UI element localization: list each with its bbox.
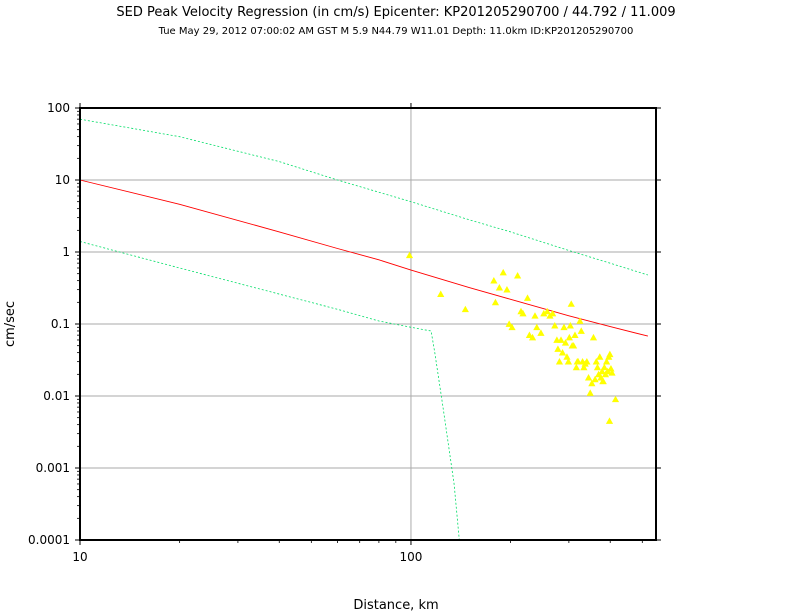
data-point: [598, 367, 606, 375]
data-point: [557, 336, 565, 343]
data-point: [607, 365, 615, 372]
bound-line: [79, 118, 649, 276]
data-point: [586, 389, 594, 396]
data-point: [405, 251, 414, 259]
x-tick-label: 10: [72, 550, 87, 564]
data-point: [577, 327, 585, 334]
x-axis-label: Distance, km: [353, 598, 439, 613]
data-point: [602, 358, 611, 365]
data-point: [531, 312, 539, 319]
data-point: [499, 268, 507, 276]
data-point: [605, 417, 614, 424]
data-point: [571, 331, 579, 339]
data-point: [599, 377, 607, 385]
bound-line: [79, 241, 460, 541]
data-point: [549, 309, 557, 317]
data-point: [514, 272, 522, 279]
data-point: [533, 323, 541, 331]
data-point: [551, 322, 559, 329]
y-tick-label: 1: [62, 245, 70, 259]
data-point: [564, 358, 572, 365]
data-point: [593, 363, 602, 371]
data-point: [600, 363, 608, 371]
data-point: [566, 322, 574, 329]
data-point: [490, 277, 498, 284]
data-point: [611, 395, 620, 403]
data-point: [508, 323, 516, 331]
y-tick-label: 0.01: [43, 389, 70, 403]
data-point: [537, 329, 545, 336]
data-point: [505, 320, 513, 327]
data-point: [554, 345, 562, 352]
x-tick-label: 100: [400, 550, 423, 564]
data-point: [540, 309, 548, 317]
y-tick-label: 0.0001: [28, 533, 70, 547]
data-point: [491, 298, 500, 306]
data-point: [563, 353, 571, 360]
data-point: [437, 290, 445, 298]
data-point: [503, 286, 511, 293]
data-point: [543, 307, 551, 315]
data-point: [608, 369, 616, 376]
data-point: [592, 358, 600, 365]
data-point: [555, 358, 564, 365]
data-point: [495, 284, 503, 291]
data-point: [461, 305, 469, 313]
data-point: [561, 339, 570, 346]
data-point: [596, 353, 604, 360]
data-point: [567, 300, 575, 307]
data-point: [606, 350, 614, 358]
chart-subtitle: Tue May 29, 2012 07:00:02 AM GST M 5.9 N…: [158, 26, 634, 37]
y-tick-label: 0.001: [36, 461, 70, 475]
data-point: [528, 333, 537, 341]
data-point: [523, 294, 532, 301]
data-point: [572, 363, 580, 371]
data-point: [569, 342, 578, 349]
data-point: [588, 379, 596, 387]
data-point: [565, 333, 573, 341]
data-point: [589, 333, 598, 341]
data-point: [583, 358, 591, 365]
data-point: [576, 317, 584, 324]
data-point: [519, 309, 527, 317]
y-tick-label: 0.1: [51, 317, 70, 331]
y-tick-label: 10: [55, 173, 70, 187]
data-point: [584, 374, 593, 381]
regression-line: [79, 179, 649, 337]
data-point: [558, 349, 567, 356]
data-point: [580, 363, 588, 371]
data-point: [560, 323, 568, 331]
y-axis-label: cm/sec: [3, 301, 18, 347]
y-tick-label: 100: [47, 101, 70, 115]
chart-title: SED Peak Velocity Regression (in cm/s) E…: [116, 5, 676, 20]
data-point: [591, 375, 599, 383]
